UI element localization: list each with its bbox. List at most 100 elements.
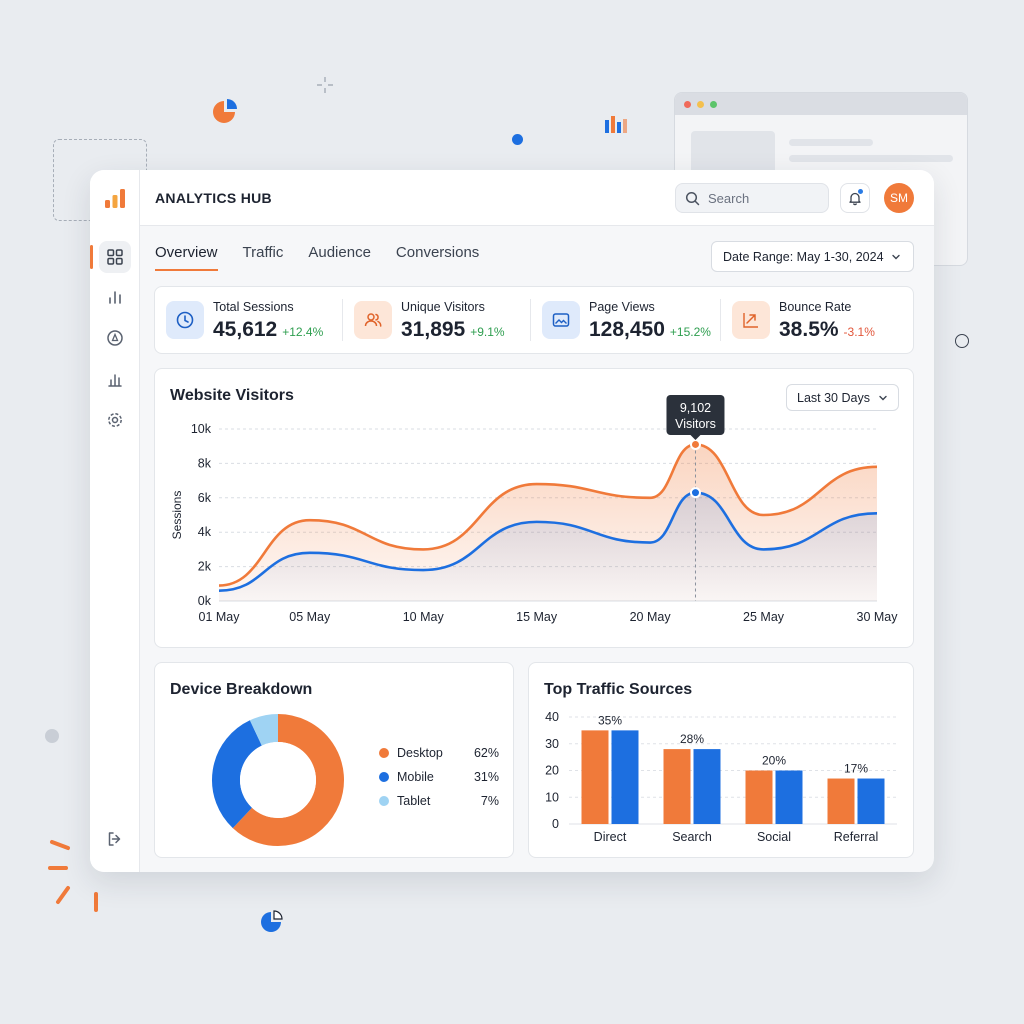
kpi-label: Bounce Rate [779,300,852,314]
highlight-point-series-2 [689,487,701,499]
users-icon [354,301,392,339]
tab-bar: Overview Traffic Audience Conversions [155,244,479,271]
top-bar: ANALYTICS HUB SM [140,170,934,226]
user-avatar[interactable]: SM [884,183,914,213]
decorative-pie-icon [213,99,237,123]
legend-percent: 31% [473,770,499,784]
bar-social-series-1 [745,770,773,824]
series-2-line [218,491,878,592]
y-tick-label: 2k [198,560,212,574]
legend-label: Desktop [397,746,443,760]
y-axis-label: Sessions [170,491,184,540]
decorative-bar-chart-icon [605,116,627,133]
kpi-label: Total Sessions [213,300,294,314]
tab-traffic[interactable]: Traffic [242,244,284,261]
divider [530,299,531,341]
decorative-crosshair-icon [317,77,333,93]
highlight-point-series-1 [689,438,701,450]
tab-audience[interactable]: Audience [308,244,371,261]
tab-conversions[interactable]: Conversions [395,244,480,261]
bar-data-label: 20% [762,754,786,768]
trend-arrow-icon [732,301,770,339]
x-tick-label: 10 May [403,610,445,624]
legend-label: Tablet [397,794,431,808]
search-box[interactable] [675,183,829,213]
sidebar-item-analytics[interactable] [99,281,131,313]
app-logo-icon [105,189,125,208]
kpi-page-views: Page Views 128,450 +15.2% [531,287,721,353]
y-tick-label: 20 [545,764,559,778]
device-donut-chart [212,714,344,846]
x-tick-label: 20 May [630,610,672,624]
sidebar-item-audience[interactable] [99,322,131,354]
logout-icon[interactable] [106,830,124,848]
y-tick-label: 4k [198,525,212,539]
x-tick-label: Social [757,830,791,844]
tooltip-label: Visitors [675,417,716,431]
kpi-unique-visitors: Unique Visitors 31,895 +9.1% [343,287,531,353]
legend-percent: 62% [473,746,499,760]
top-traffic-sources-card: Top Traffic Sources 0 10 20 30 40 35% Direct 28… [528,662,914,858]
search-icon [685,191,700,205]
x-tick-label: 05 May [289,610,331,624]
kpi-total-sessions: Total Sessions 45,612 +12.4% [155,287,343,353]
tooltip-pointer [690,435,701,440]
kpi-card: Total Sessions 45,612 +12.4% Unique Visit… [154,286,914,354]
period-dropdown[interactable]: Last 30 Days [786,384,899,411]
date-range-dropdown[interactable]: Date Range: May 1-30, 2024 [711,241,914,272]
sidebar-item-reports[interactable] [99,364,131,396]
bar-social-series-2 [775,770,803,824]
kpi-value: 45,612 +12.4% [213,318,324,341]
kpi-value: 31,895 +9.1% [401,318,505,341]
bar-referral-series-2 [857,778,885,824]
donut-slice-tablet [249,714,279,746]
dashboard-grid-icon [107,249,123,265]
kpi-bounce-rate: Bounce Rate 38.5% -3.1% [721,287,913,353]
compass-icon [107,330,123,346]
decorative-burst-icon [48,840,98,912]
decorative-pie-icon-small [261,910,283,932]
search-input[interactable] [708,190,818,206]
series-2-area [219,492,877,601]
notifications-button[interactable] [840,183,870,213]
app-title: ANALYTICS HUB [155,190,272,206]
kpi-value: 128,450 +15.2% [589,318,711,341]
x-tick-label: Search [672,830,712,844]
legend-percent: 7% [480,794,499,808]
sidebar-item-settings[interactable] [99,404,131,436]
donut-slice-mobile [212,720,263,829]
tooltip-value: 9,102 [680,401,711,415]
sidebar-item-dashboard[interactable] [90,241,131,273]
kpi-value: 38.5% -3.1% [779,318,875,341]
bar-search-series-2 [693,749,721,824]
sidebar [90,170,140,872]
legend-label: Mobile [397,770,434,784]
legend-swatch [379,772,389,782]
bar-direct-series-1 [581,730,609,824]
legend-item-desktop: Desktop 62% [379,745,499,761]
kpi-change: +15.2% [669,325,711,339]
decorative-dot [512,134,523,145]
donut-hole [240,742,316,818]
chevron-down-icon [879,395,887,400]
divider [720,299,721,341]
bar-data-label: 35% [598,713,622,727]
x-tick-label: 01 May [199,610,241,624]
series-1-line [218,443,878,587]
chevron-down-icon [892,254,900,259]
card-title: Top Traffic Sources [544,681,693,698]
tab-overview[interactable]: Overview [155,244,218,271]
y-tick-label: 10k [191,422,212,436]
kpi-change: -3.1% [843,325,875,339]
date-range-label: Date Range: May 1-30, 2024 [723,249,884,264]
legend-swatch [379,748,389,758]
legend-item-tablet: Tablet 7% [379,793,499,809]
bar-search-series-1 [663,749,691,824]
decorative-dot-gray [45,729,59,743]
image-icon [542,301,580,339]
x-tick-label: Referral [834,830,878,844]
x-tick-label: Direct [594,830,627,844]
device-breakdown-card: Device Breakdown Desktop 62% Mobile 31% Tabl… [154,662,514,858]
bar-direct-series-2 [611,730,639,824]
card-title: Website Visitors [170,387,294,404]
